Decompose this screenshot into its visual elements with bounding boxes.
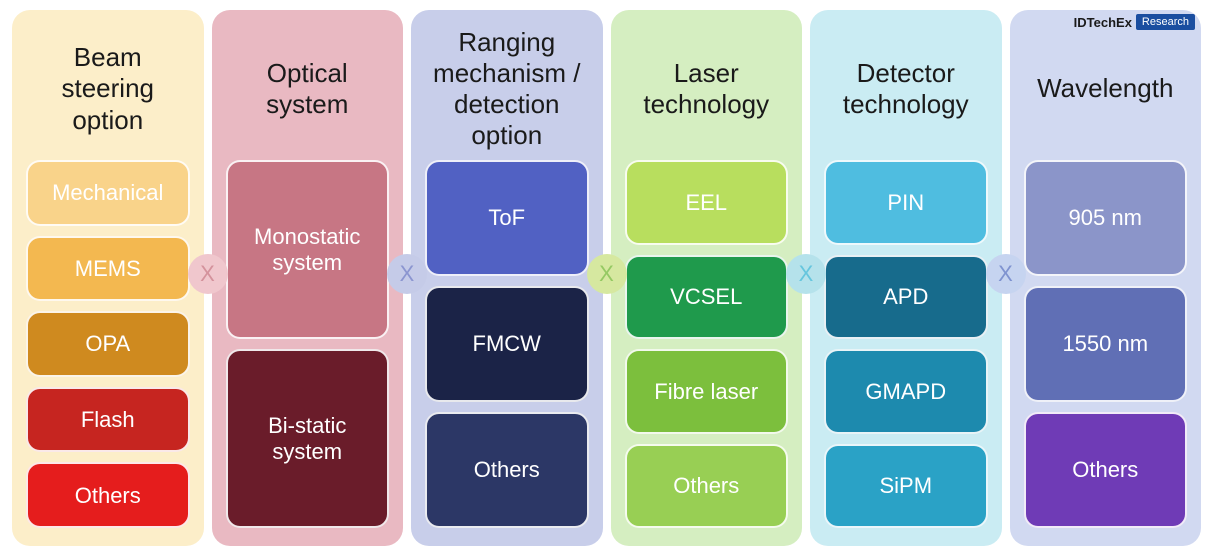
column-3: Laser technologyEEL VCSEL Fibre laser Other… [611,10,803,546]
column-5: Wavelength905 nm1550 nmOthers [1010,10,1202,546]
option-item: Others [625,444,789,529]
column-4: Detector technologyPIN APD GMAPD SiPM [810,10,1002,546]
option-item: FMCW [425,286,589,402]
column-title: Beam steering option [22,24,194,154]
multiply-icon: X [587,254,627,294]
option-item: OPA [26,311,190,377]
option-item: EEL [625,160,789,245]
column-items: Mechanical MEMS OPA Flash Others [22,154,194,528]
multiply-icon: X [986,254,1026,294]
option-item: 905 nm [1024,160,1188,276]
option-item: 1550 nm [1024,286,1188,402]
option-item: Mechanical [26,160,190,226]
lidar-options-diagram: Beam steering optionMechanical MEMS OPA Fla… [0,0,1213,556]
option-item: Monostatic system [226,160,390,339]
option-item: GMAPD [824,349,988,434]
option-item: MEMS [26,236,190,302]
column-2: Ranging mechanism / detection optionToFF… [411,10,603,546]
option-item: Others [26,462,190,528]
column-title: Ranging mechanism / detection option [421,24,593,154]
column-title: Wavelength [1020,24,1192,154]
option-item: ToF [425,160,589,276]
option-item: Bi-static system [226,349,390,528]
column-items: Monostatic systemBi-static system [222,154,394,528]
column-1: Optical systemMonostatic systemBi-static… [212,10,404,546]
column-items: EEL VCSEL Fibre laser Others [621,154,793,528]
option-item: Fibre laser [625,349,789,434]
option-item: Others [425,412,589,528]
multiply-icon: X [188,254,228,294]
multiply-icon: X [786,254,826,294]
brand-tag: Research [1136,14,1195,30]
option-item: APD [824,255,988,340]
column-0: Beam steering optionMechanical MEMS OPA Fla… [12,10,204,546]
column-items: ToFFMCWOthers [421,154,593,528]
option-item: VCSEL [625,255,789,340]
option-item: SiPM [824,444,988,529]
column-title: Laser technology [621,24,793,154]
column-title: Optical system [222,24,394,154]
multiply-icon: X [387,254,427,294]
brand-name: IDTechEx [1074,15,1132,30]
column-items: 905 nm1550 nmOthers [1020,154,1192,528]
option-item: Others [1024,412,1188,528]
column-items: PIN APD GMAPD SiPM [820,154,992,528]
option-item: PIN [824,160,988,245]
option-item: Flash [26,387,190,453]
column-title: Detector technology [820,24,992,154]
branding: IDTechEx Research [1074,14,1195,30]
